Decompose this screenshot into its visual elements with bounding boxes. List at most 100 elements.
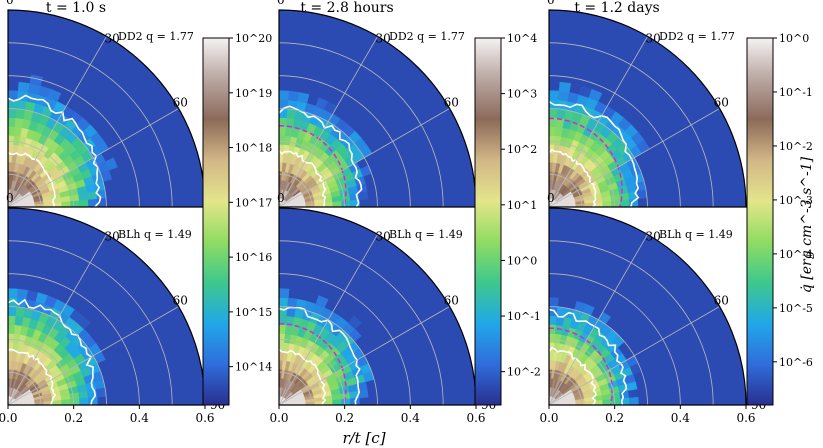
heatmap-cell	[78, 192, 89, 202]
contour-line	[549, 308, 628, 405]
radius-arc	[278, 338, 346, 406]
radius-arc	[7, 338, 75, 406]
contour-line	[279, 348, 327, 405]
angle-label-30: 30	[105, 229, 120, 243]
radius-arc	[548, 173, 583, 208]
colorbar-tick-label: 10^-5	[779, 302, 813, 315]
angle-label-0: 0	[277, 0, 285, 7]
radius-arc	[7, 273, 140, 406]
angle-label-60: 60	[173, 294, 188, 308]
heatmap-cell	[76, 315, 91, 330]
colorbar-tick-label: 10^-1	[507, 310, 541, 323]
heatmap-cell	[347, 315, 362, 330]
heatmap-cell	[358, 191, 369, 201]
colorbars: 10^1410^1510^1610^1710^1810^1910^2010^-2…	[202, 32, 813, 406]
heatmap-cell	[558, 90, 570, 102]
radius-arc	[278, 240, 444, 406]
angle-label-60: 60	[444, 294, 459, 308]
radius-arc	[548, 240, 714, 406]
heatmap-cell	[315, 295, 329, 308]
radius-arc	[548, 306, 648, 406]
model-label: BLh q = 1.49	[118, 228, 192, 241]
heatmap-cell	[549, 315, 558, 325]
heatmap-cell	[332, 201, 342, 207]
colorbar-tick-label: 10^14	[235, 361, 272, 374]
heatmap-cell	[279, 306, 288, 317]
heatmap-cell	[43, 202, 54, 207]
panel-frame	[278, 207, 477, 406]
heatmap-cell	[61, 201, 71, 207]
radius-arc	[548, 75, 681, 208]
radius-arc	[548, 140, 616, 208]
column-titles: t = 1.0 s t = 2.8 hours t = 1.2 days	[46, 0, 660, 16]
heatmap-cell	[549, 333, 556, 343]
heatmap-cell	[602, 201, 612, 207]
heatmap-cell	[279, 135, 286, 145]
heatmap-cell	[279, 324, 287, 334]
angle-label-60: 60	[714, 294, 729, 308]
x-tick-label: 0.0	[539, 411, 558, 425]
heatmap-cell	[70, 398, 80, 405]
heatmap-cell	[288, 90, 300, 102]
angle-label-0: 0	[277, 191, 285, 205]
heatmap-cell	[628, 389, 639, 399]
heatmap-body	[549, 208, 746, 405]
heatmap-cell	[611, 398, 621, 405]
colorbar-tick-label: 10^19	[235, 87, 272, 100]
radius-arc	[548, 42, 714, 208]
contour-line	[549, 346, 597, 405]
heatmap-cell	[314, 400, 325, 405]
radius-arc	[278, 75, 411, 208]
heatmap-cell	[588, 88, 603, 102]
colorbar-tick-label: 10^20	[235, 32, 272, 45]
heatmap-cell	[8, 108, 17, 119]
radius-arc	[548, 338, 616, 406]
angle-label-30: 30	[105, 31, 120, 45]
heatmap-cell	[79, 397, 89, 405]
radius-arc	[278, 306, 378, 406]
polar-grid	[7, 234, 179, 406]
radius-arc	[278, 273, 411, 406]
panel-frame	[7, 207, 206, 406]
panel-4: 0306090BLh q = 1.490.00.20.40.6	[0, 191, 225, 425]
x-tick-label: 0.4	[130, 411, 149, 425]
radius-arc	[278, 173, 313, 208]
colorbar-gradient	[202, 37, 230, 406]
angle-label-30: 30	[376, 229, 391, 243]
contours	[8, 94, 102, 207]
colorbar-2: 10^-2 10^-1 10^0 10^1 10^2 10^3 10^4	[474, 32, 541, 406]
heatmap-cell	[61, 399, 71, 405]
angle-label-0: 0	[547, 0, 555, 7]
polar-grid	[278, 234, 450, 406]
angle-label-0: 0	[6, 191, 14, 205]
angle-label-60: 60	[444, 96, 459, 110]
panel-frame	[548, 207, 747, 406]
radius-arc	[278, 108, 378, 208]
heatmap-cell	[549, 135, 556, 145]
contour-line	[279, 105, 363, 207]
heatmap-cell	[549, 108, 558, 119]
heatmap-cell	[105, 157, 118, 171]
heatmap-cell	[17, 288, 29, 300]
colorbar-tick-label: 10^1	[507, 199, 537, 212]
heatmap-cell	[279, 333, 286, 343]
heatmap-cell	[611, 200, 621, 207]
colorbar-gradient	[474, 37, 502, 406]
heatmap-cell	[8, 306, 17, 317]
radius-arc	[7, 173, 42, 208]
heatmap-cell	[323, 400, 333, 405]
radius-arc	[548, 273, 681, 406]
heatmap-cell	[610, 194, 621, 202]
polar-grid	[548, 36, 720, 208]
heatmap-cell	[341, 200, 351, 207]
panel-5: 0306090BLh q = 1.490.00.20.40.6	[269, 191, 496, 425]
x-tick-label: 0.6	[195, 411, 214, 425]
heatmap-cell	[87, 389, 98, 399]
contour-line	[8, 151, 57, 207]
x-tick-label: 0.0	[0, 411, 18, 425]
model-label: BLh q = 1.49	[659, 228, 733, 241]
heatmap-cell	[69, 392, 80, 400]
column-title-1: t = 1.0 s	[46, 0, 106, 16]
angle-label-0: 0	[6, 0, 14, 7]
colorbar-tick-label: 10^16	[235, 251, 272, 264]
